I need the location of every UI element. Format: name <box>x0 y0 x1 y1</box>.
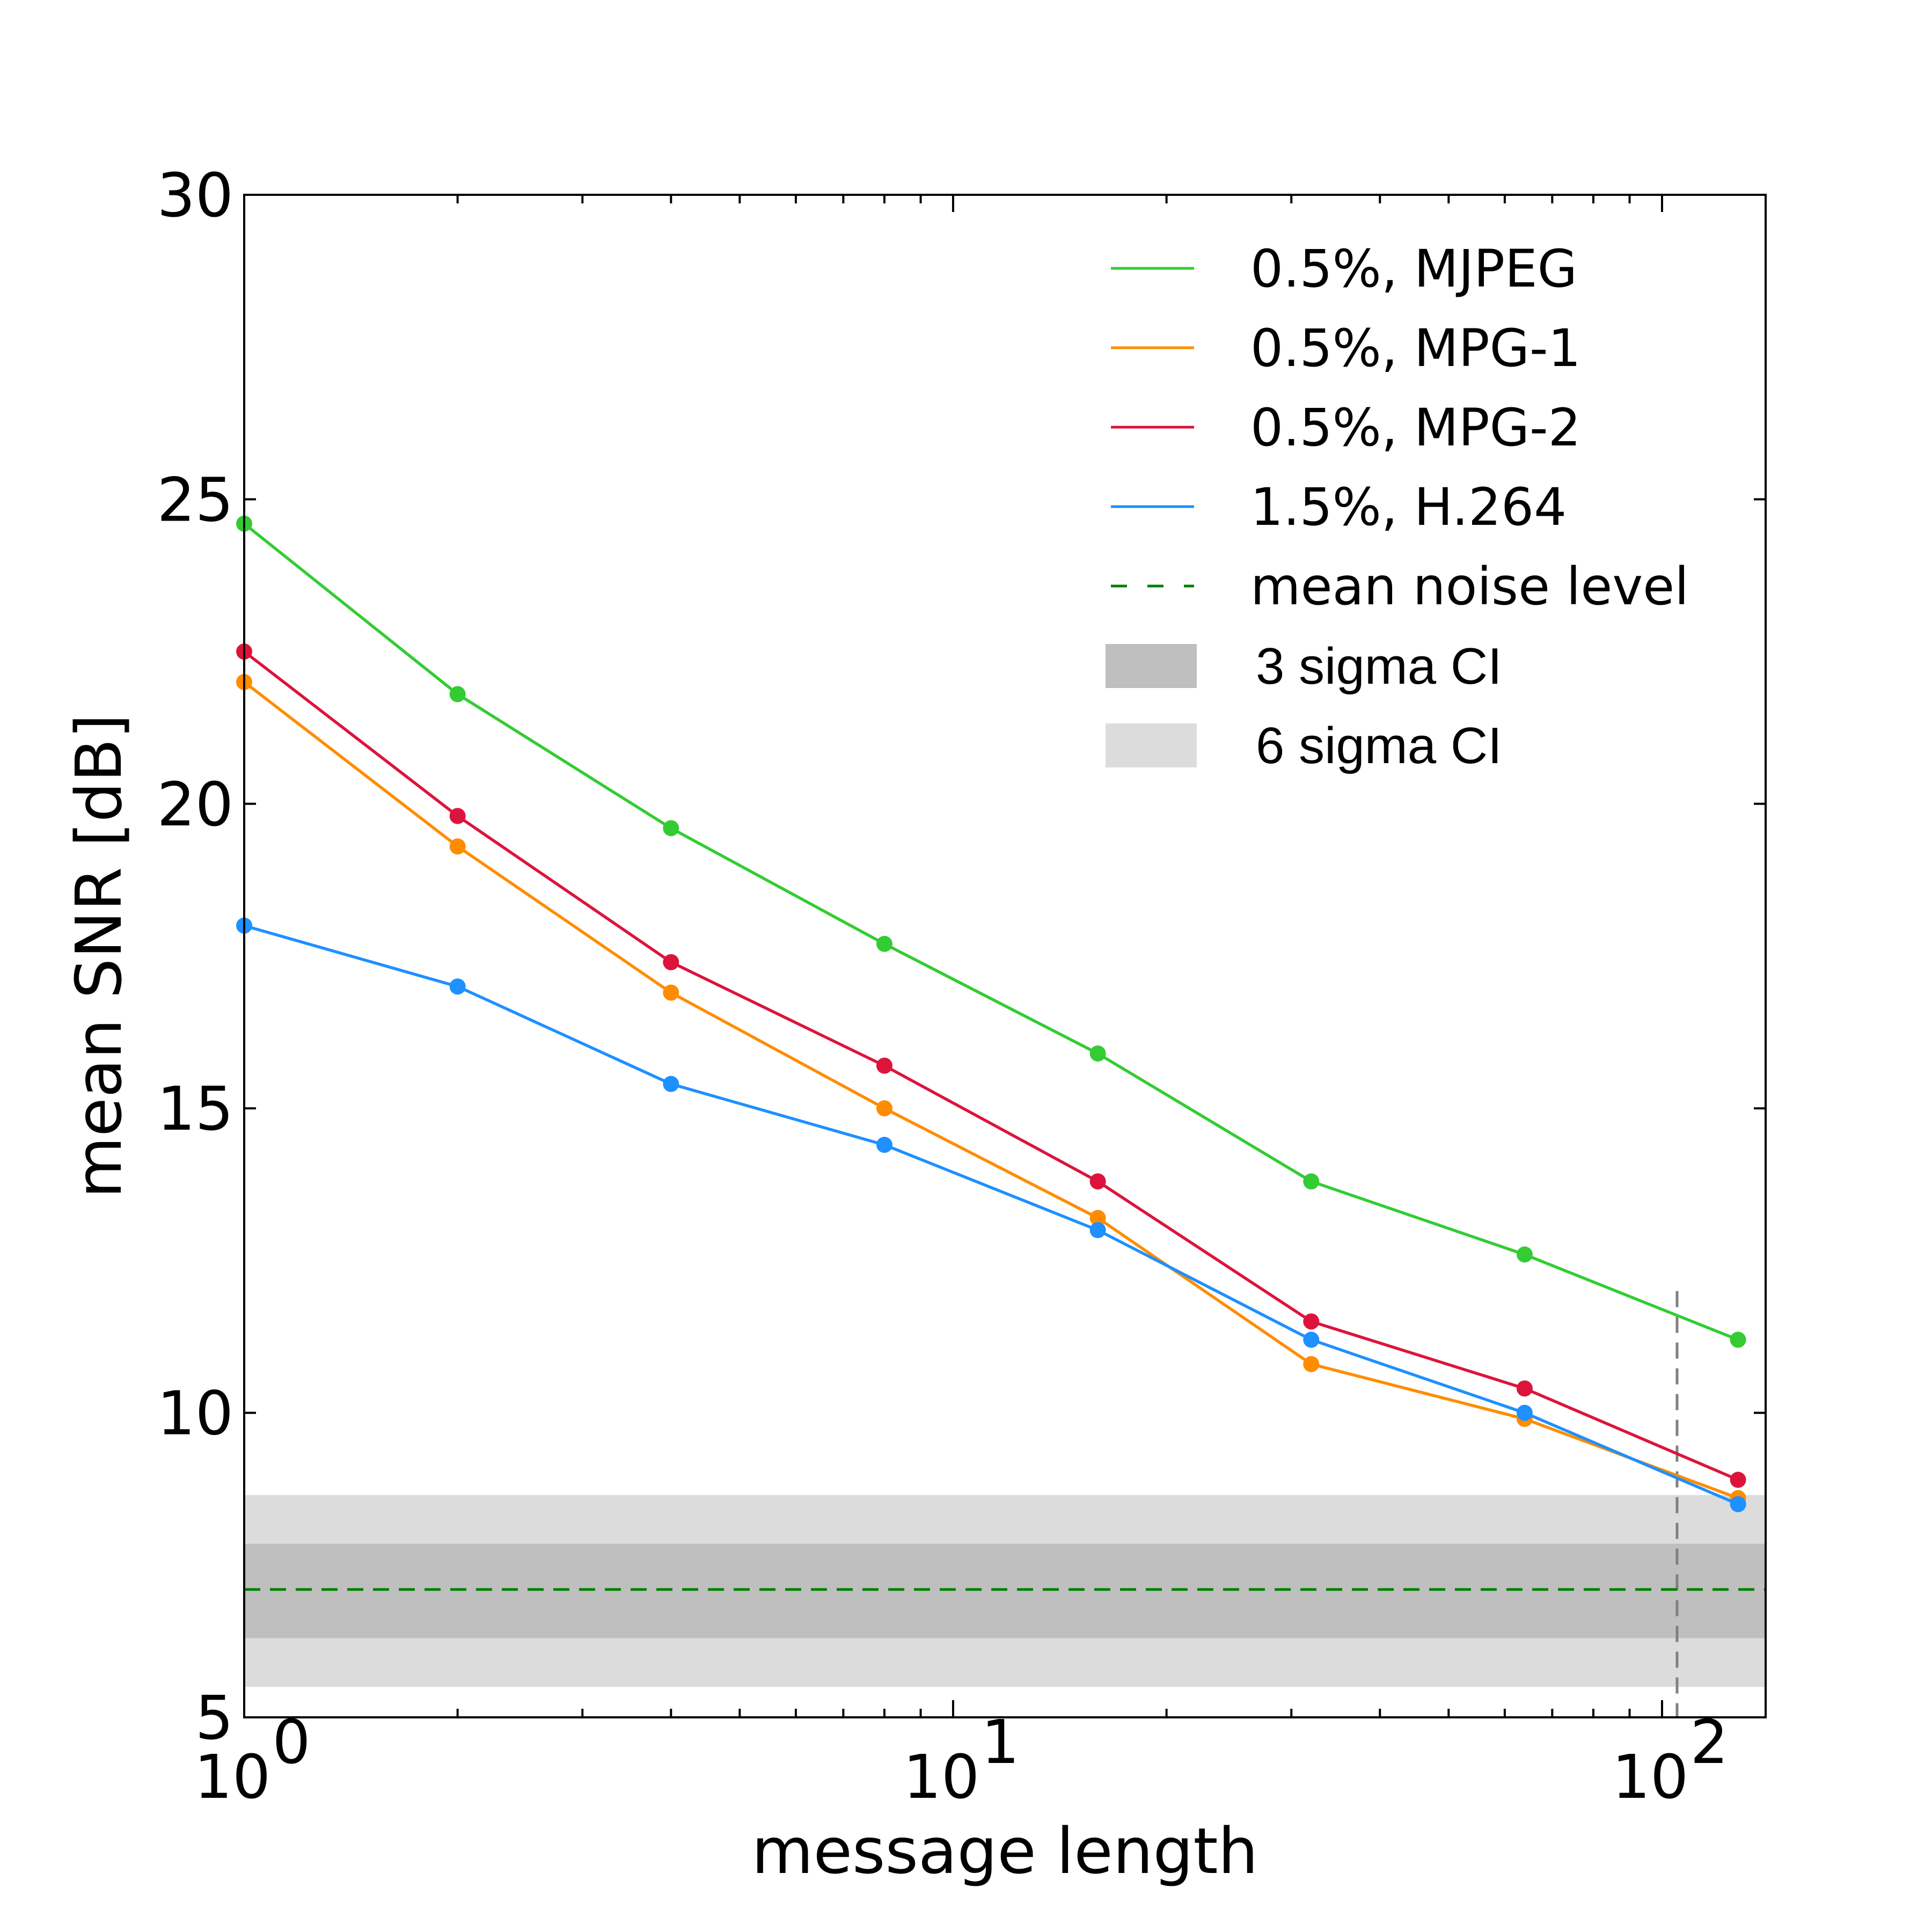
data-point <box>1303 1356 1320 1372</box>
y-tick-label: 15 <box>157 1074 233 1144</box>
y-tick-label: 30 <box>157 161 233 231</box>
series-line <box>243 650 1739 1481</box>
series-0-5-mpg-2 <box>236 643 1746 1488</box>
x-tick-label: 10 <box>903 1743 980 1812</box>
y-tick-label: 10 <box>157 1379 233 1449</box>
series-line <box>243 680 1739 1500</box>
data-point <box>663 1075 679 1092</box>
data-point <box>449 978 466 995</box>
legend-label: 6 sigma CI <box>1256 717 1502 774</box>
data-point <box>1516 1246 1533 1263</box>
x-tick-exponent: 1 <box>981 1708 1019 1777</box>
legend-label: 0.5%, MPG-1 <box>1250 318 1581 378</box>
y-tick-label: 25 <box>157 465 233 535</box>
y-tick-label: 20 <box>157 770 233 840</box>
data-point <box>1516 1380 1533 1397</box>
legend-label: 1.5%, H.264 <box>1250 477 1567 537</box>
data-point <box>1730 1331 1746 1348</box>
x-axis-label: message length <box>752 1814 1258 1888</box>
data-point <box>449 838 466 855</box>
data-point <box>876 1137 892 1153</box>
data-point <box>876 935 892 952</box>
legend-swatch-band <box>1106 644 1197 688</box>
data-point <box>1089 1045 1106 1062</box>
series-0-5-mpg-1 <box>236 674 1746 1506</box>
data-point <box>449 808 466 824</box>
legend-label: 0.5%, MJPEG <box>1250 239 1577 299</box>
data-point <box>1303 1173 1320 1190</box>
series-1-5-h-264 <box>236 917 1746 1512</box>
x-tick-exponent: 0 <box>272 1708 310 1777</box>
data-point <box>1730 1496 1746 1512</box>
series-line <box>243 522 1739 1341</box>
data-point <box>449 686 466 702</box>
plot-frame <box>243 194 1767 1718</box>
legend-swatch-band <box>1106 723 1197 767</box>
data-point <box>876 1100 892 1117</box>
legend: 0.5%, MJPEG 0.5%, MPG-1 0.5%, MPG-2 1.5%, H… <box>1106 239 1689 774</box>
data-point <box>1089 1222 1106 1239</box>
x-tick-label: 10 <box>194 1743 271 1812</box>
legend-label: mean noise level <box>1250 557 1689 617</box>
data-point <box>1303 1313 1320 1330</box>
confidence-bands <box>244 1495 1766 1687</box>
data-point <box>663 820 679 837</box>
data-point <box>1730 1472 1746 1488</box>
legend-label: 0.5%, MPG-2 <box>1250 398 1581 458</box>
y-axis-label: mean SNR [dB] <box>62 714 136 1198</box>
series-0-5-mjpeg <box>236 515 1746 1348</box>
legend-label: 3 sigma CI <box>1256 638 1502 695</box>
x-tick-label: 10 <box>1612 1743 1689 1812</box>
data-point <box>876 1057 892 1074</box>
series-group <box>236 515 1746 1512</box>
y-tick-label: 5 <box>195 1684 233 1753</box>
band-3-sigma-ci <box>244 1543 1766 1638</box>
x-tick-exponent: 2 <box>1690 1708 1728 1777</box>
data-point <box>1089 1173 1106 1190</box>
data-point <box>1516 1404 1533 1421</box>
data-point <box>1303 1331 1320 1348</box>
data-point <box>663 954 679 970</box>
data-point <box>1089 1210 1106 1226</box>
data-point <box>663 984 679 1001</box>
series-line <box>244 924 1739 1506</box>
